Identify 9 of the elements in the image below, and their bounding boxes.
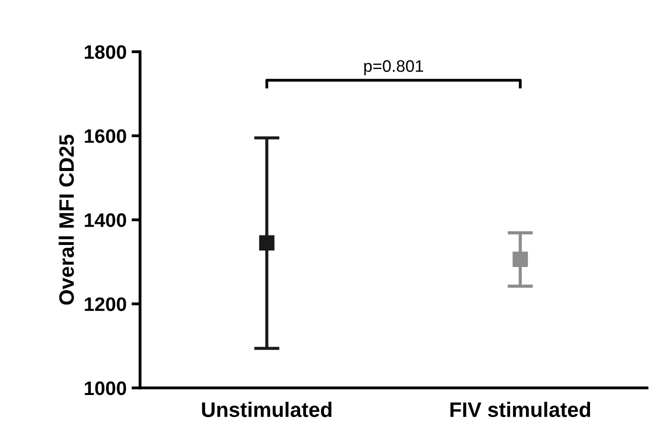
y-tick-label: 1000 — [84, 381, 126, 396]
y-tick-label: 1400 — [84, 213, 126, 228]
x-tick-label: FIV stimulated — [450, 402, 590, 418]
y-tick-label: 1200 — [84, 297, 126, 312]
annotation: p=0.801 — [364, 60, 424, 76]
x-tick-label: Unstimulated — [202, 402, 332, 418]
y-tick-label: 1800 — [84, 45, 126, 59]
y-tick-label: 1600 — [84, 129, 126, 143]
y-axis-title: Overall MFI CD25 — [58, 134, 74, 305]
